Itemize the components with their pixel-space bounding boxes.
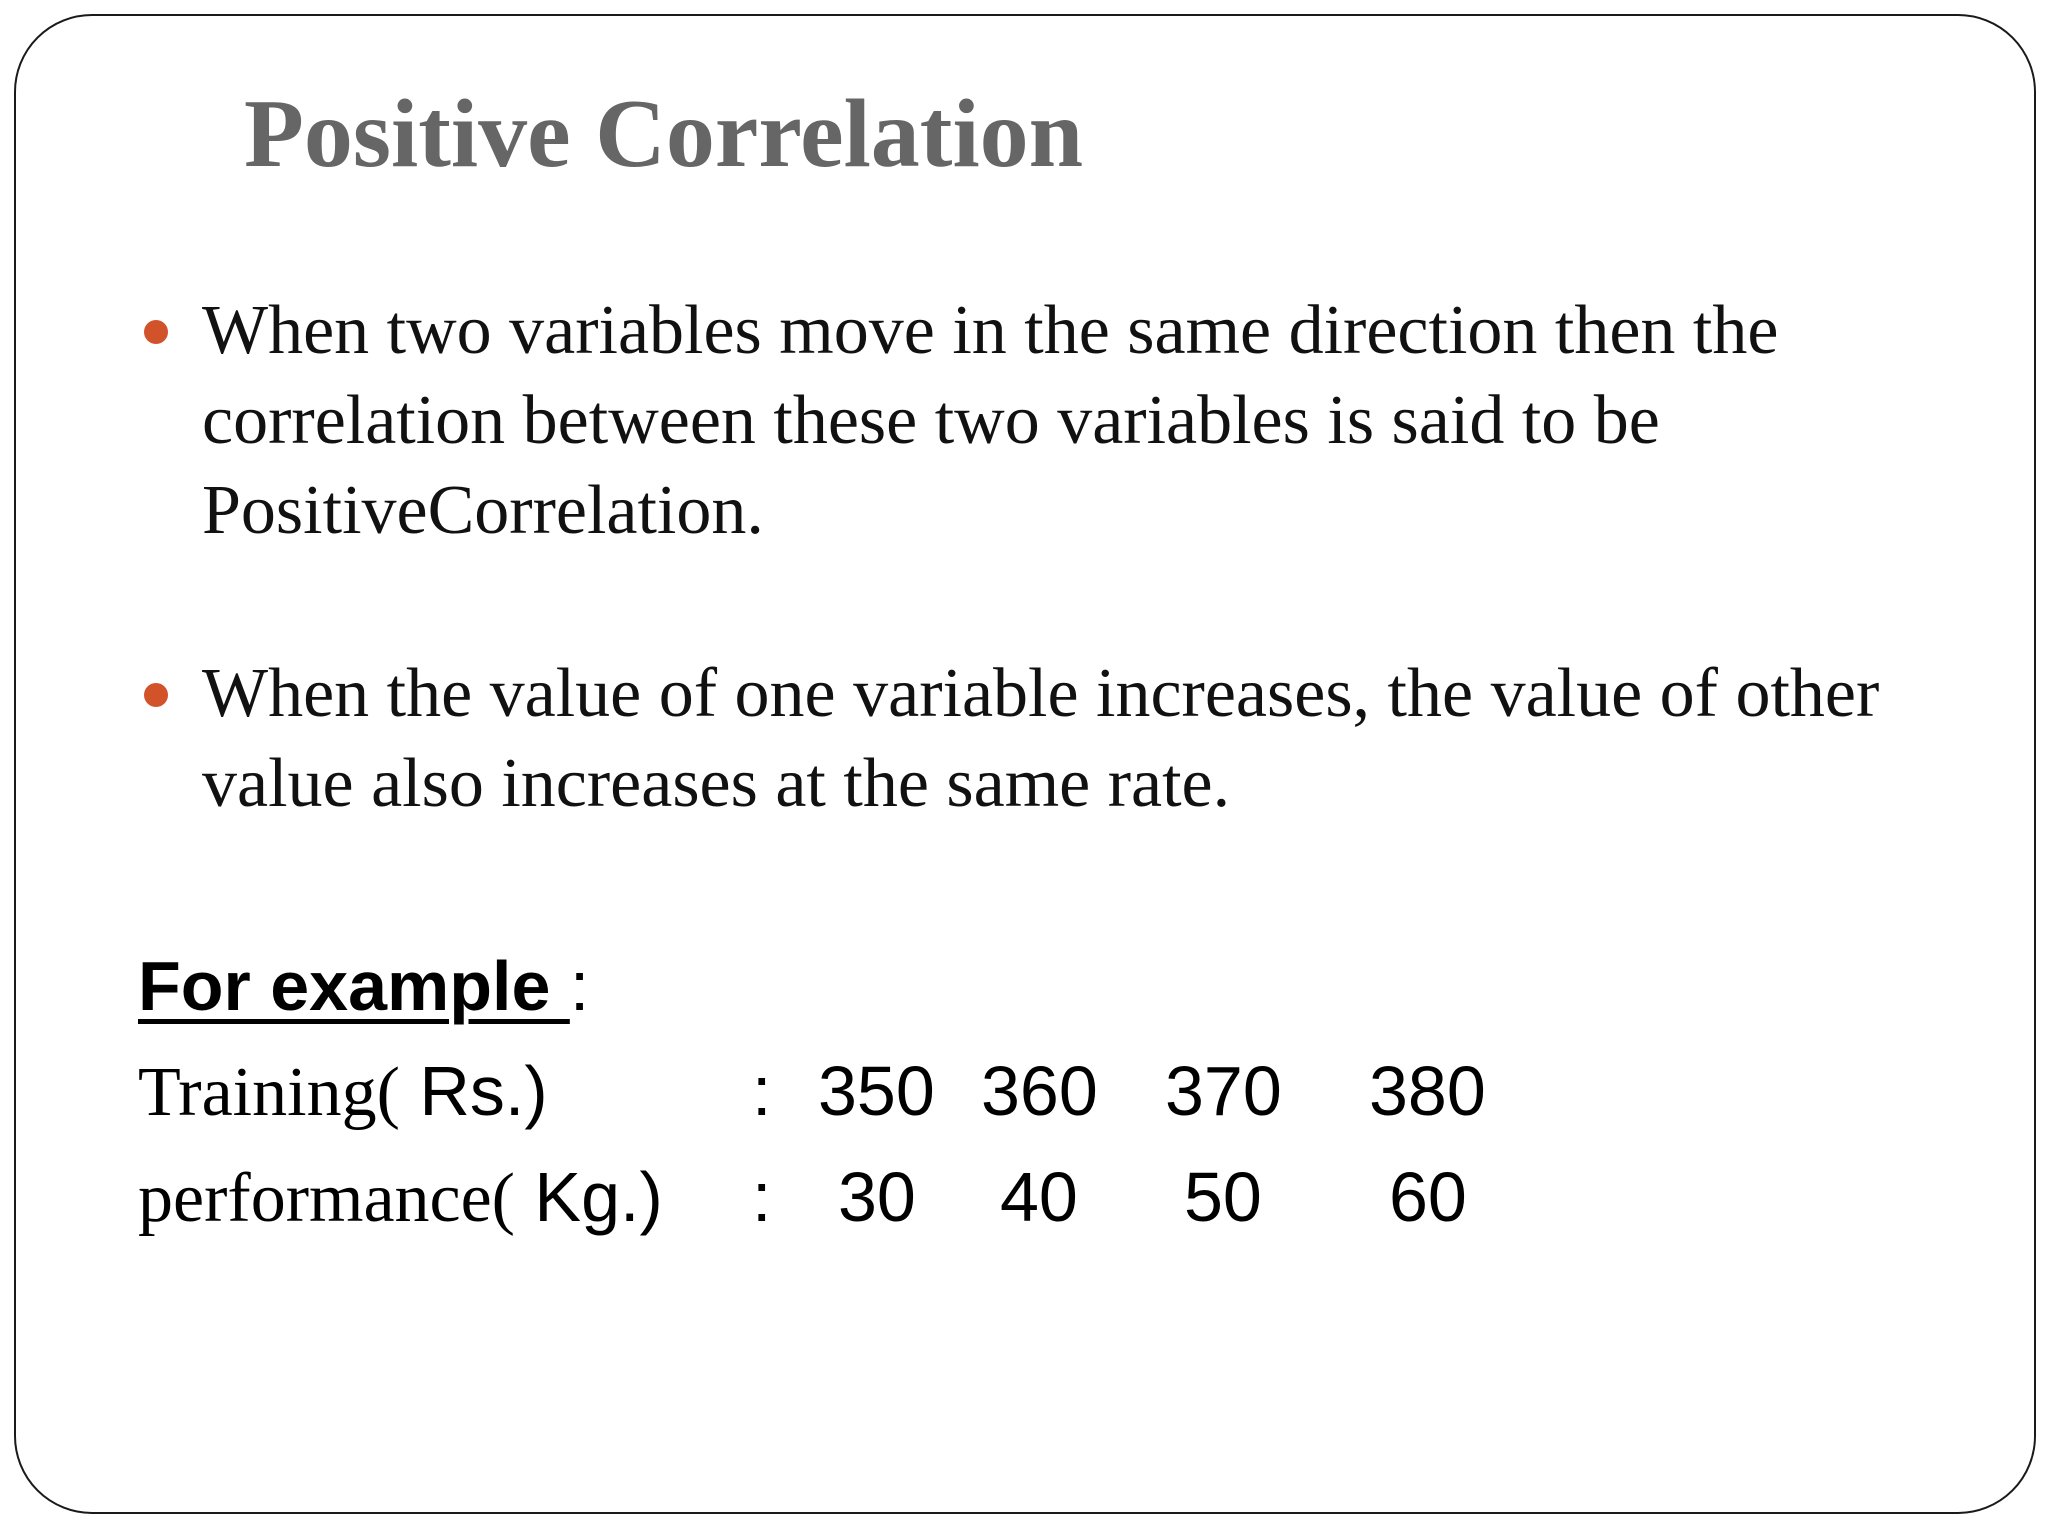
data-row-training: Training( Rs.) : 350 360 370 380 bbox=[138, 1046, 1638, 1136]
bullet-text: When the value of one variable increases… bbox=[202, 655, 1880, 822]
row-value: 60 bbox=[1389, 1158, 1467, 1236]
bullet-list: When two variables move in the same dire… bbox=[136, 286, 1936, 829]
row-value: 50 bbox=[1184, 1158, 1262, 1236]
row-value: 380 bbox=[1369, 1052, 1486, 1130]
row-value: 30 bbox=[838, 1158, 916, 1236]
row-separator: : bbox=[752, 1052, 772, 1130]
row-label-text: performance( bbox=[138, 1160, 515, 1237]
data-row-performance: performance( Kg.) : 30 40 50 60 bbox=[138, 1152, 1638, 1242]
example-heading: For example : bbox=[138, 941, 589, 1031]
bullet-dot-icon bbox=[144, 320, 168, 344]
row-value: 360 bbox=[981, 1052, 1098, 1130]
slide-frame: Positive Correlation When two variables … bbox=[14, 14, 2036, 1514]
row-label-unit: Kg.) bbox=[514, 1158, 663, 1236]
slide-title: Positive Correlation bbox=[244, 80, 1084, 188]
bullet-dot-icon bbox=[144, 683, 168, 707]
bullet-item: When the value of one variable increases… bbox=[136, 649, 1936, 829]
bullet-item: When two variables move in the same dire… bbox=[136, 286, 1936, 556]
row-value: 350 bbox=[818, 1052, 935, 1130]
row-label-unit: Rs.) bbox=[399, 1052, 548, 1130]
row-label: Training( Rs.) bbox=[138, 1046, 548, 1138]
example-heading-label: For example bbox=[138, 947, 570, 1025]
row-label-text: Training( bbox=[138, 1054, 400, 1131]
row-value: 40 bbox=[1000, 1158, 1078, 1236]
example-heading-colon: : bbox=[569, 947, 590, 1025]
row-value: 370 bbox=[1165, 1052, 1282, 1130]
bullet-text: When two variables move in the same dire… bbox=[202, 292, 1779, 549]
row-label: performance( Kg.) bbox=[138, 1152, 663, 1244]
row-separator: : bbox=[752, 1158, 772, 1236]
